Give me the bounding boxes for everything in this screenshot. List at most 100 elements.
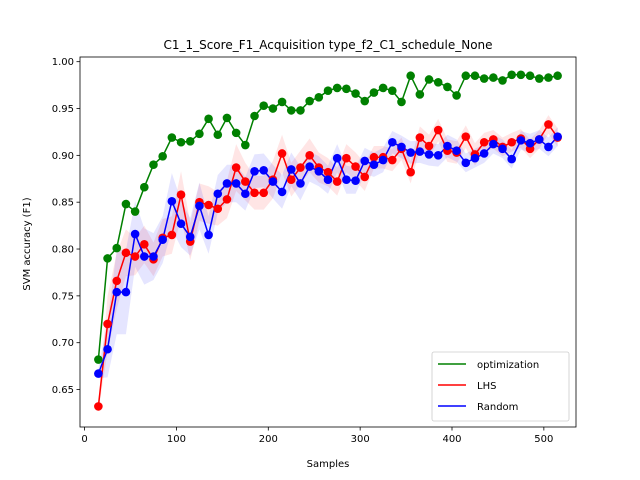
point-random (314, 166, 324, 176)
point-optimization (250, 111, 259, 121)
point-optimization (176, 137, 186, 147)
point-optimization (204, 114, 213, 124)
point-lhs (342, 153, 351, 163)
y-tick-label: 0.70 (52, 338, 74, 349)
point-lhs (112, 276, 122, 286)
legend-label-optimization: optimization (477, 360, 539, 371)
point-optimization (103, 254, 112, 263)
point-random (185, 232, 195, 242)
point-optimization (397, 97, 406, 107)
point-random (286, 165, 296, 174)
x-tick-label: 300 (351, 434, 370, 445)
point-optimization (140, 182, 149, 192)
point-lhs (286, 175, 296, 185)
y-tick-label: 0.75 (52, 291, 74, 302)
point-optimization (259, 101, 269, 111)
point-optimization (185, 137, 195, 146)
point-optimization (525, 71, 535, 81)
point-optimization (470, 71, 480, 81)
point-optimization (378, 83, 388, 93)
point-lhs (332, 177, 342, 186)
point-optimization (314, 92, 324, 102)
point-lhs (360, 172, 370, 182)
point-random (342, 175, 351, 185)
point-lhs (140, 240, 149, 249)
plot-frame (79, 56, 577, 428)
point-optimization (241, 140, 250, 150)
point-optimization (351, 89, 360, 98)
point-optimization (507, 70, 516, 80)
point-lhs (231, 163, 241, 172)
point-random (498, 144, 507, 154)
point-random (250, 166, 259, 176)
point-optimization (112, 243, 122, 253)
point-optimization (130, 207, 140, 216)
point-optimization (544, 73, 553, 82)
legend-box (431, 351, 570, 422)
point-lhs (222, 195, 232, 204)
point-random (149, 252, 158, 261)
point-optimization (415, 90, 425, 99)
y-tick-label: 0.95 (52, 104, 74, 115)
point-lhs (388, 155, 397, 165)
point-lhs (369, 152, 379, 162)
point-random (534, 135, 544, 144)
point-lhs (351, 162, 360, 171)
point-random (332, 153, 342, 163)
point-random (351, 176, 360, 185)
y-axis-label: SVM accuracy (F1) (22, 197, 33, 290)
point-lhs (424, 141, 434, 151)
point-optimization (277, 97, 287, 107)
point-optimization (516, 70, 526, 80)
point-optimization (195, 129, 204, 139)
x-tick-label: 500 (534, 434, 553, 445)
point-random (94, 369, 103, 378)
point-lhs (250, 188, 259, 198)
point-optimization (452, 91, 461, 100)
x-tick-label: 0 (81, 434, 87, 445)
point-random (204, 230, 213, 240)
point-optimization (424, 75, 434, 84)
point-lhs (94, 402, 103, 411)
point-lhs (305, 151, 314, 160)
point-optimization (342, 84, 351, 94)
point-random (268, 177, 278, 186)
legend-label-random: Random (477, 402, 518, 413)
point-lhs (323, 167, 333, 177)
point-optimization (489, 73, 498, 82)
point-random (544, 142, 553, 152)
point-lhs (130, 252, 140, 261)
point-random (158, 235, 167, 244)
point-optimization (213, 130, 223, 140)
axes: 0 100 200 300 400 500 0.65 0.70 0.75 0.80 0.85 0.90… (52, 56, 577, 445)
y-tick-label: 0.80 (52, 245, 74, 256)
point-random (222, 179, 232, 188)
point-random (397, 142, 406, 152)
point-random (443, 141, 452, 151)
point-optimization (268, 104, 278, 113)
point-lhs (479, 137, 489, 147)
point-optimization (433, 77, 443, 87)
point-optimization (231, 128, 241, 138)
point-optimization (369, 88, 379, 97)
point-random (323, 175, 333, 185)
point-random (103, 344, 112, 354)
point-random (378, 155, 388, 165)
x-axis-label: Samples (307, 459, 350, 470)
point-optimization (553, 71, 562, 81)
point-random (461, 158, 471, 168)
point-optimization (534, 74, 544, 83)
point-lhs (103, 319, 112, 329)
y-tick-label: 0.90 (52, 151, 74, 162)
point-random (406, 148, 415, 157)
point-optimization (121, 199, 131, 209)
point-lhs (406, 167, 415, 177)
point-random (360, 156, 370, 166)
x-tick-label: 200 (259, 434, 278, 445)
point-random (176, 219, 186, 229)
point-random (305, 162, 314, 171)
point-random (259, 166, 269, 175)
point-random (525, 138, 535, 148)
point-optimization (158, 151, 167, 161)
point-random (241, 189, 250, 199)
